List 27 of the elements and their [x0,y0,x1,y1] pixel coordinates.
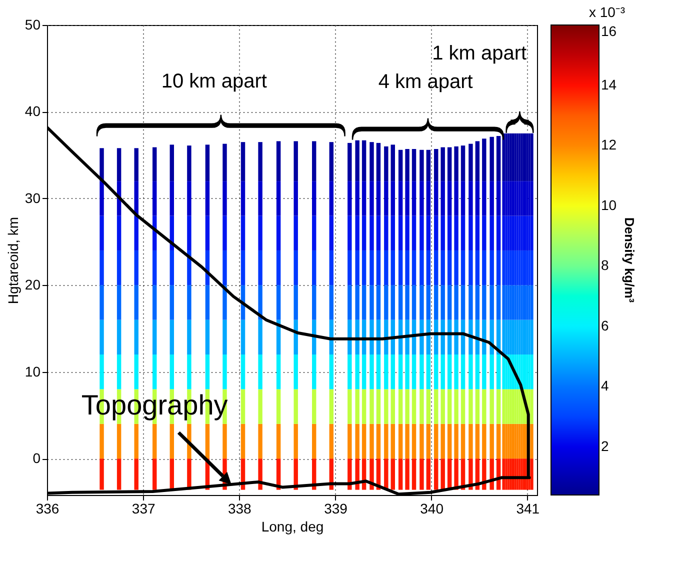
y-tick-label: 30 [24,190,41,206]
color-bar-label: 12 [601,136,617,153]
x-tick-label: 337 [132,500,156,516]
annotation: 4 km apart [378,71,474,94]
x-tick-label: 338 [228,500,252,516]
y-axis-title: Hgtareoid, km [4,216,21,304]
color-bar-label: 14 [601,76,617,92]
color-bar-label: 16 [601,23,617,39]
x-tick-label: 341 [516,500,540,516]
y-tick-label: 10 [24,363,41,380]
color-bar-title: Density kg/m³ [622,217,637,304]
color-bar-label: 4 [601,378,609,394]
color-bar-label: 2 [601,438,609,454]
x-tick-label: 336 [36,500,60,516]
color-bar-label: 6 [601,317,609,334]
y-tick-label: 50 [24,16,41,32]
x-axis-title: Long, deg [261,518,324,534]
x-tick-label: 339 [324,500,348,516]
color-bar-label: 8 [601,257,609,274]
annotation: 1 km apart [432,42,528,65]
annotation: 10 km apart [161,70,268,92]
y-tick-label: 40 [24,103,41,120]
color-bar-label: 10 [601,196,617,213]
text: x 10⁻³ [588,4,626,20]
x-tick-label: 340 [420,500,444,516]
y-tick-label: 0 [32,450,41,466]
y-tick-label: 20 [24,276,41,293]
